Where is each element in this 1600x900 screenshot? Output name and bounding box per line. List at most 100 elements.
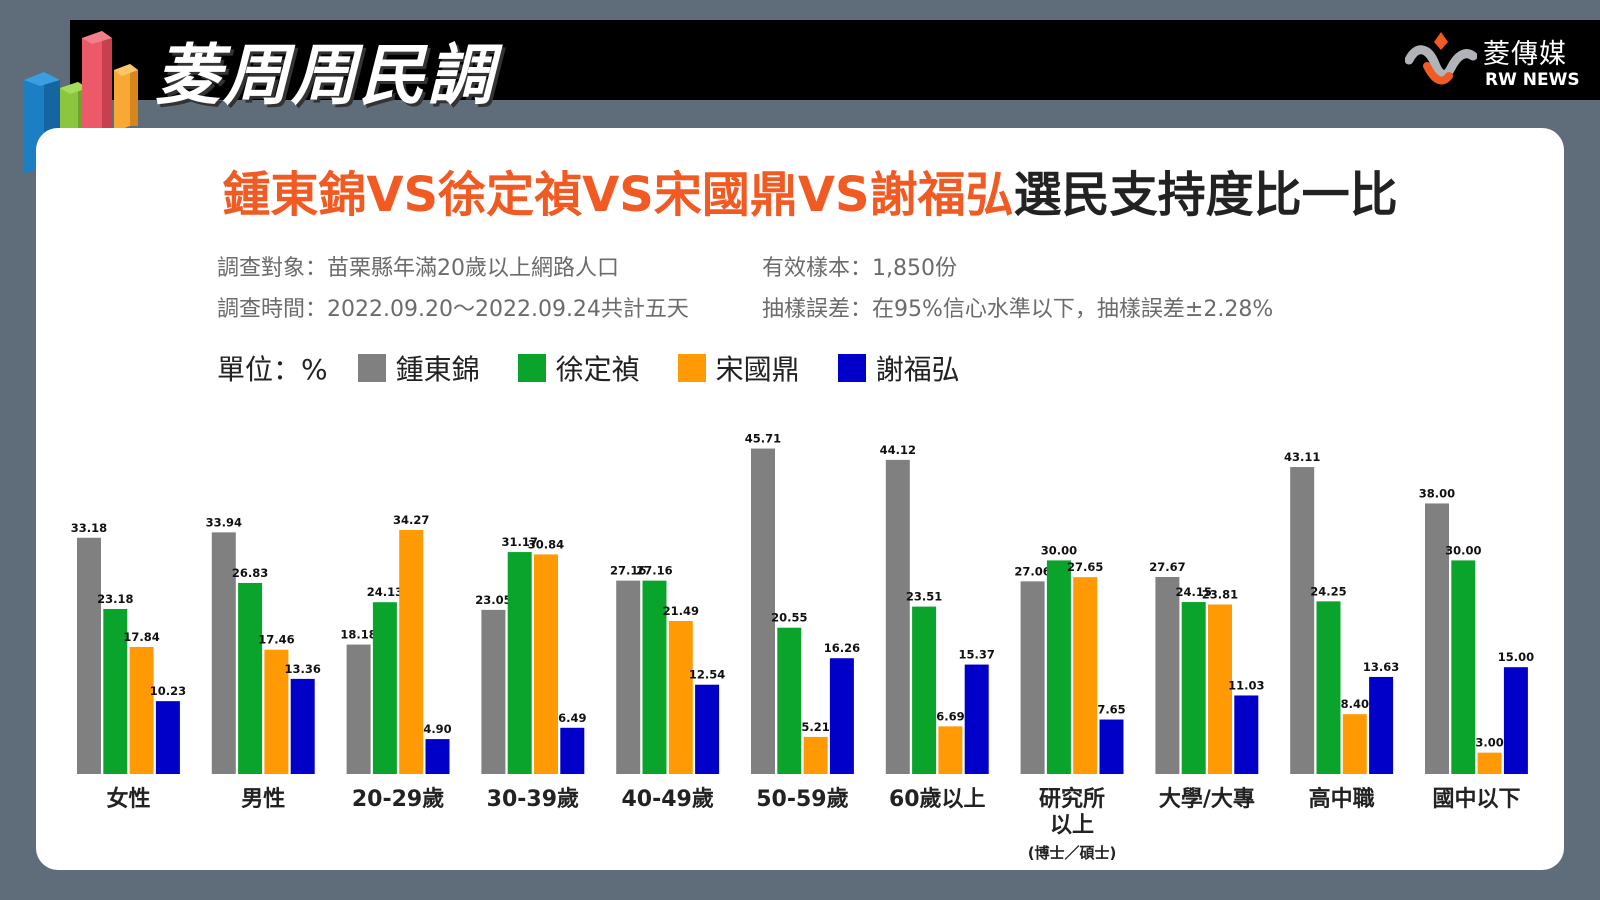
category-label: 女性 <box>106 786 150 812</box>
bar <box>751 448 775 774</box>
data-label: 18.18 <box>340 628 376 642</box>
data-label: 6.49 <box>558 711 586 725</box>
legend-item-song: 宋國鼎 <box>677 348 800 388</box>
bar <box>938 726 963 774</box>
bar <box>346 644 371 774</box>
bar <box>1099 719 1124 774</box>
category-label: 男性 <box>241 787 285 812</box>
bar <box>1046 560 1071 774</box>
survey-error: 抽樣誤差：在95%信心水準以下，抽樣誤差±2.28% <box>762 297 1274 322</box>
data-label: 20.55 <box>771 611 807 625</box>
header-bar <box>70 20 1600 100</box>
data-label: 43.11 <box>1284 450 1320 464</box>
bar <box>642 580 667 774</box>
unit-label: 單位：% <box>217 353 328 386</box>
category-label: 國中以下 <box>1432 787 1520 812</box>
category-label: 大學/大專 <box>1159 786 1255 812</box>
bar <box>155 701 180 774</box>
data-label: 31.17 <box>502 535 538 549</box>
data-label: 15.00 <box>1498 650 1534 664</box>
data-label: 27.16 <box>636 564 672 578</box>
legend-swatch <box>517 354 546 382</box>
data-label: 17.46 <box>258 633 294 647</box>
category-label: (博士／碩士) <box>1028 844 1117 862</box>
bar <box>238 582 263 774</box>
data-label: 3.00 <box>1475 736 1503 750</box>
bar <box>290 678 315 774</box>
data-label: 5.21 <box>801 720 829 734</box>
data-label: 24.25 <box>1310 584 1346 598</box>
legend-item-xie: 謝福弘 <box>837 348 960 388</box>
data-label: 21.49 <box>663 604 699 618</box>
brand-logo: 菱傳媒 RW NEWS <box>1405 30 1595 90</box>
legend-label: 宋國鼎 <box>715 353 800 386</box>
bar <box>103 608 128 774</box>
data-label: 30.84 <box>528 537 564 551</box>
data-label: 24.15 <box>1176 585 1212 599</box>
bar <box>1155 576 1180 774</box>
data-label: 34.27 <box>393 513 429 527</box>
survey-period: 調查時間：2022.09.20～2022.09.24共計五天 <box>217 297 689 322</box>
brand-name-cn: 菱傳媒 <box>1483 39 1567 70</box>
data-label: 11.03 <box>1228 678 1264 692</box>
data-label: 8.40 <box>1341 697 1369 711</box>
data-label: 33.94 <box>206 515 242 529</box>
bar <box>372 602 397 774</box>
data-label: 44.12 <box>880 443 916 457</box>
bar <box>1234 695 1259 774</box>
page-title: 菱周周民調 <box>155 37 495 114</box>
legend-label: 鍾東錦 <box>395 353 480 386</box>
data-label: 23.81 <box>1202 587 1238 601</box>
bar <box>1342 714 1367 774</box>
category-label: 50-59歲 <box>756 787 848 812</box>
bar <box>77 537 101 774</box>
category-label: 研究所 <box>1039 786 1105 812</box>
bar <box>264 649 289 774</box>
data-label: 30.00 <box>1041 543 1077 557</box>
data-label: 24.13 <box>367 585 403 599</box>
bar <box>1073 577 1098 774</box>
headline: 鍾東錦VS徐定禎VS宋國鼎VS謝福弘選民支持度比一比 <box>100 155 1520 225</box>
data-label: 23.18 <box>97 592 133 606</box>
legend-item-xu: 徐定禎 <box>517 348 640 388</box>
data-label: 45.71 <box>745 432 781 446</box>
rw-news-logo-icon <box>1405 32 1477 85</box>
bar <box>1020 581 1045 774</box>
legend-item-zhong: 鍾東錦 <box>357 348 480 388</box>
legend-swatch <box>357 354 386 382</box>
headline-topic: 選民支持度比一比 <box>1013 167 1398 223</box>
category-label: 30-39歲 <box>487 787 579 812</box>
data-label: 23.05 <box>475 593 511 607</box>
data-label: 16.26 <box>824 641 860 655</box>
bar <box>481 609 506 774</box>
data-label: 17.84 <box>123 630 159 644</box>
data-label: 38.00 <box>1419 486 1455 500</box>
bar <box>1181 602 1206 774</box>
bar <box>616 580 641 774</box>
bar <box>1425 503 1449 774</box>
data-label: 27.06 <box>1014 564 1050 578</box>
data-label: 26.83 <box>232 566 268 580</box>
data-label: 27.16 <box>610 564 646 578</box>
data-label: 15.37 <box>959 648 995 662</box>
bar <box>829 658 854 774</box>
data-label: 4.90 <box>423 722 451 736</box>
bar <box>1477 752 1502 774</box>
bar <box>803 736 828 774</box>
category-label: 40-49歲 <box>621 787 713 812</box>
bar <box>1316 601 1341 774</box>
bar <box>1290 467 1315 774</box>
bar <box>534 554 558 774</box>
data-label: 27.67 <box>1149 560 1185 574</box>
data-label: 13.36 <box>285 662 321 676</box>
bar <box>1451 560 1476 774</box>
survey-samples: 有效樣本：1,850份 <box>762 256 957 281</box>
brand-name-en: RW NEWS <box>1485 70 1580 90</box>
bar <box>560 727 585 774</box>
bar <box>1208 604 1232 774</box>
data-label: 10.23 <box>150 684 186 698</box>
data-label: 12.54 <box>689 668 725 682</box>
category-label: 以上 <box>1050 813 1094 838</box>
legend-label: 徐定禎 <box>555 353 640 386</box>
bar <box>885 459 910 774</box>
